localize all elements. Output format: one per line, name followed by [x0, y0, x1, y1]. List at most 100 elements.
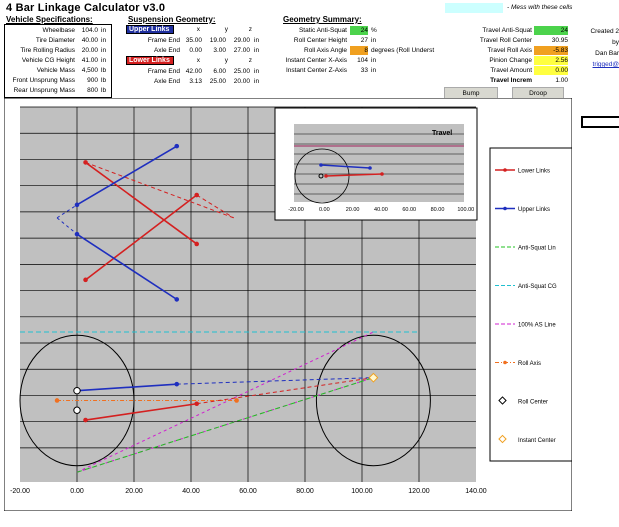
lower-link-top: [85, 161, 198, 245]
instant-center-marker: [368, 372, 379, 383]
vehicle-row: Vehicle Mass 4,500 lb: [5, 66, 111, 75]
vehicle-row-value[interactable]: 104.0: [81, 27, 98, 34]
vehicle-row-unit: lb: [101, 77, 107, 84]
vehicle-row-value[interactable]: 20.00: [81, 47, 98, 54]
mini-lower-dot-a: [324, 174, 328, 178]
upper-link-left-ext: [56, 204, 78, 219]
summary-row-unit: in: [371, 67, 377, 74]
roll-center-marker: [73, 406, 81, 414]
travel-row: Travel Amount 0.00: [442, 66, 572, 75]
legend-swatch-dot: [503, 360, 507, 365]
legend-item: Roll Center: [498, 396, 548, 406]
legend-item: Upper Links: [495, 206, 550, 213]
edge-note-2: by: [612, 39, 619, 46]
travel-row-label: Pinion Change: [489, 57, 532, 64]
edge-note-4[interactable]: trigged@: [592, 61, 619, 68]
upper-link-dot: [174, 381, 180, 387]
floating-shape: [581, 116, 619, 128]
mini-chart-title: Travel: [432, 130, 452, 137]
anti-squat-line: [76, 377, 374, 473]
axis-y-header: y: [224, 26, 228, 33]
legend-item: Anti-Squat CG: [495, 284, 557, 290]
upper-axle-label: Axle End: [153, 47, 180, 54]
summary-row-label: Roll Center Height: [293, 37, 347, 44]
mini-x-tick: 20.00: [346, 207, 360, 213]
legend-item: Instant Center: [498, 434, 556, 444]
summary-row-unit: %: [371, 27, 377, 34]
x-tick-label: -20.00: [10, 488, 30, 495]
mini-x-tick: 40.00: [374, 207, 388, 213]
axis-z-header: z: [248, 26, 252, 33]
vehicle-row-value[interactable]: 4,500: [81, 67, 98, 74]
summary-row-label: Instant Center X-Axis: [285, 57, 347, 64]
upper-frame-x[interactable]: 35.00: [185, 37, 202, 44]
upper-frame-z[interactable]: 29.00: [233, 37, 250, 44]
lower-axle-unit: in: [254, 78, 260, 85]
note-text: - Mess with these cells: [507, 4, 573, 11]
edge-note-3: Dan Bar: [595, 50, 619, 57]
mini-lower-link: [325, 173, 383, 177]
axis-y-header-2: y: [224, 57, 228, 64]
upper-frame-label: Frame End: [147, 37, 180, 44]
upper-axle-unit: in: [254, 47, 260, 54]
lower-frame-y[interactable]: 6.00: [213, 68, 226, 75]
upper-frame-y[interactable]: 19.00: [209, 37, 226, 44]
travel-row: Travel Anti-Squat 24: [442, 26, 572, 35]
mini-x-tick: 100.00: [457, 207, 474, 213]
suspension-heading: Suspension Geometry:: [128, 15, 216, 24]
travel-row-value[interactable]: 0.00: [534, 66, 568, 75]
vehicle-row-value[interactable]: 900: [87, 77, 98, 84]
vehicle-row-unit: lb: [101, 67, 107, 74]
upper-link-dot: [74, 202, 80, 208]
vehicle-row-unit: in: [101, 27, 107, 34]
legend-swatch: [498, 434, 507, 444]
vehicle-row-label: Wheelbase: [42, 27, 75, 34]
upper-axle-y[interactable]: 3.00: [213, 47, 226, 54]
upper-link-dot: [174, 143, 180, 149]
mini-roll-center: [318, 173, 324, 179]
axis-z-header-2: z: [248, 57, 252, 64]
legend-swatch-dot: [503, 206, 507, 211]
note-swatch: [445, 3, 503, 13]
travel-row-value[interactable]: -5.83: [534, 46, 568, 55]
lower-links-header: Lower Links: [126, 56, 174, 65]
upper-axle-x[interactable]: 0.00: [189, 47, 202, 54]
mini-x-tick: -20.00: [288, 207, 304, 213]
summary-row: Static Anti-Squat 24%: [278, 26, 442, 35]
vehicle-row: Vehicle CG Height 41.00 in: [5, 56, 111, 65]
vehicle-row-value[interactable]: 40.00: [81, 37, 98, 44]
lower-frame-z[interactable]: 25.00: [233, 68, 250, 75]
lower-axle-x[interactable]: 3.13: [189, 78, 202, 85]
legend-label: Roll Center: [518, 400, 548, 406]
upper-axle-z[interactable]: 27.00: [233, 47, 250, 54]
travel-row-value[interactable]: 30.95: [551, 37, 568, 44]
lower-frame-x[interactable]: 42.00: [185, 68, 202, 75]
summary-row-unit: in: [371, 37, 377, 44]
vehicle-row-label: Vehicle Mass: [36, 67, 75, 74]
legend-item: 100% AS Line: [495, 323, 556, 329]
travel-row-value[interactable]: 24: [534, 26, 568, 35]
travel-row: Travel Increm 1.00: [442, 76, 572, 85]
lower-axle-y[interactable]: 25.00: [209, 78, 226, 85]
lower-axle-z[interactable]: 20.00: [233, 78, 250, 85]
x-tick-label: 60.00: [239, 488, 257, 495]
vehicle-row-label: Tire Rolling Radius: [20, 47, 75, 54]
lower-axle-label: Axle End: [153, 78, 180, 85]
travel-row: Travel Roll Center 30.95: [442, 36, 572, 45]
upper-link-bottom: [76, 233, 178, 301]
vehicle-row-value[interactable]: 41.00: [81, 57, 98, 64]
vehicle-row-label: Rear Unsprung Mass: [13, 87, 75, 94]
travel-row-value[interactable]: 1.00: [555, 77, 568, 84]
mini-plot-area: [294, 124, 464, 202]
x-tick-label: 120.00: [408, 488, 430, 495]
vehicle-row-value[interactable]: 800: [87, 87, 98, 94]
mini-x-tick: 60.00: [402, 207, 416, 213]
travel-row: Travel Roll Axis -5.83: [442, 46, 572, 55]
lower-frame-unit: in: [254, 68, 260, 75]
lower-link-bottom: [85, 194, 198, 281]
travel-row-value[interactable]: 2.56: [534, 56, 568, 65]
summary-row: Instant Center Z-Axis 33 in: [278, 66, 442, 75]
legend-label: Anti-Squat CG: [518, 284, 557, 290]
edge-notes: Created 2 by Dan Bar trigged@: [578, 28, 619, 72]
roll-center-marker: [73, 386, 81, 395]
